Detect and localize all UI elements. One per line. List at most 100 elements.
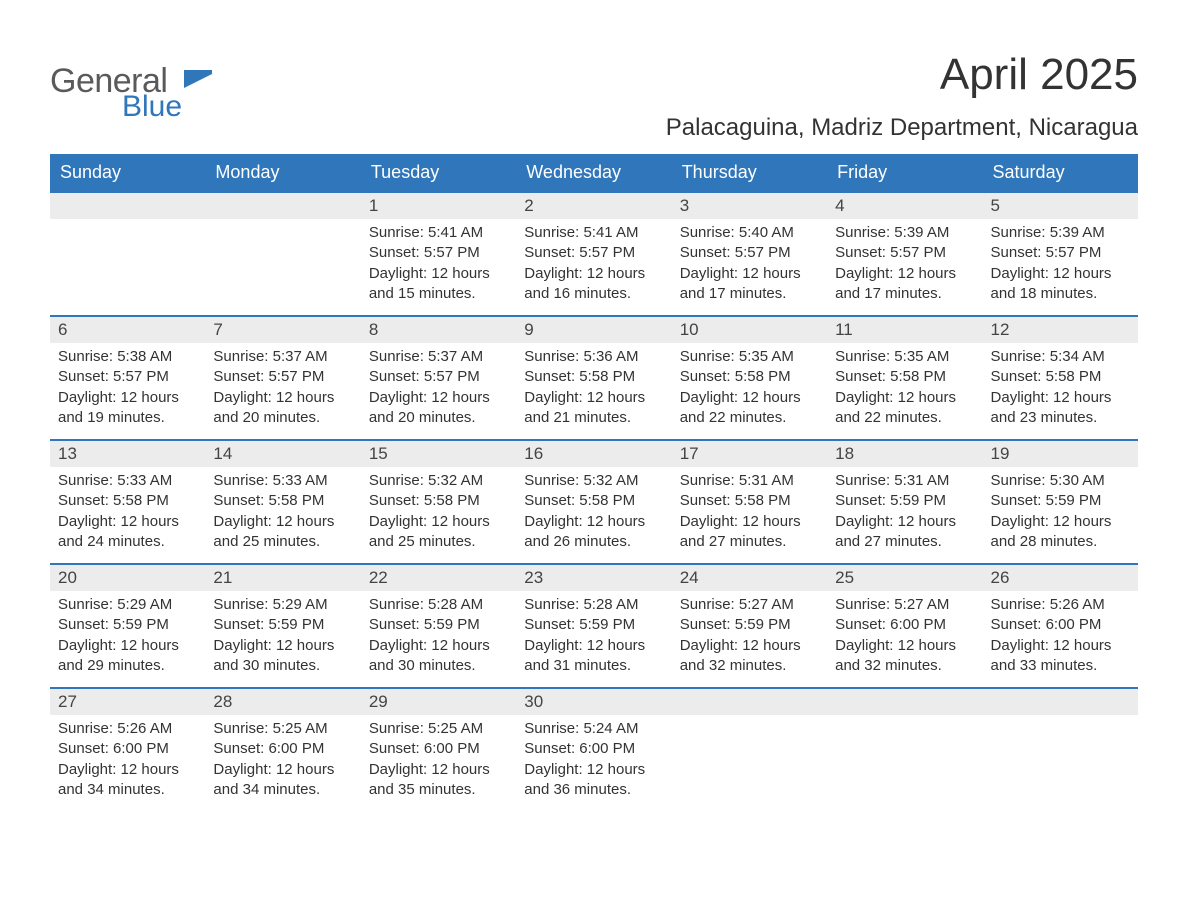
day-number: 12	[983, 315, 1138, 343]
sunset-line: Sunset: 5:58 PM	[58, 491, 197, 511]
day-body: Sunrise: 5:24 AMSunset: 6:00 PMDaylight:…	[516, 715, 671, 804]
day-body: Sunrise: 5:40 AMSunset: 5:57 PMDaylight:…	[672, 219, 827, 308]
calendar-cell: 8Sunrise: 5:37 AMSunset: 5:57 PMDaylight…	[361, 315, 516, 439]
sunset-line: Sunset: 5:58 PM	[524, 367, 663, 387]
calendar-cell: 27Sunrise: 5:26 AMSunset: 6:00 PMDayligh…	[50, 687, 205, 811]
weekday-header: Wednesday	[516, 154, 671, 191]
calendar-week-row: 20Sunrise: 5:29 AMSunset: 5:59 PMDayligh…	[50, 563, 1138, 687]
day-number: 3	[672, 191, 827, 219]
sunrise-line: Sunrise: 5:39 AM	[835, 223, 974, 243]
day-body: Sunrise: 5:37 AMSunset: 5:57 PMDaylight:…	[361, 343, 516, 432]
sunrise-line: Sunrise: 5:28 AM	[524, 595, 663, 615]
header: General Blue April 2025 Palacaguina, Mad…	[50, 50, 1138, 142]
daylight-line: Daylight: 12 hours and 27 minutes.	[835, 512, 974, 553]
day-body: Sunrise: 5:37 AMSunset: 5:57 PMDaylight:…	[205, 343, 360, 432]
daylight-line: Daylight: 12 hours and 30 minutes.	[213, 636, 352, 677]
logo-flag-icon	[184, 70, 212, 92]
sunrise-line: Sunrise: 5:30 AM	[991, 471, 1130, 491]
day-number: 9	[516, 315, 671, 343]
day-number: 23	[516, 563, 671, 591]
day-body: Sunrise: 5:32 AMSunset: 5:58 PMDaylight:…	[516, 467, 671, 556]
daylight-line: Daylight: 12 hours and 21 minutes.	[524, 388, 663, 429]
weekday-header: Thursday	[672, 154, 827, 191]
calendar-cell: 14Sunrise: 5:33 AMSunset: 5:58 PMDayligh…	[205, 439, 360, 563]
daylight-line: Daylight: 12 hours and 24 minutes.	[58, 512, 197, 553]
sunrise-line: Sunrise: 5:33 AM	[213, 471, 352, 491]
sunset-line: Sunset: 6:00 PM	[835, 615, 974, 635]
day-body: Sunrise: 5:26 AMSunset: 6:00 PMDaylight:…	[983, 591, 1138, 680]
daylight-line: Daylight: 12 hours and 22 minutes.	[680, 388, 819, 429]
day-body: Sunrise: 5:28 AMSunset: 5:59 PMDaylight:…	[361, 591, 516, 680]
calendar-cell: 22Sunrise: 5:28 AMSunset: 5:59 PMDayligh…	[361, 563, 516, 687]
day-number: 25	[827, 563, 982, 591]
month-title: April 2025	[666, 50, 1138, 100]
daylight-line: Daylight: 12 hours and 31 minutes.	[524, 636, 663, 677]
sunset-line: Sunset: 5:59 PM	[524, 615, 663, 635]
calendar-cell: 29Sunrise: 5:25 AMSunset: 6:00 PMDayligh…	[361, 687, 516, 811]
day-number: 20	[50, 563, 205, 591]
sunset-line: Sunset: 5:58 PM	[835, 367, 974, 387]
daylight-line: Daylight: 12 hours and 19 minutes.	[58, 388, 197, 429]
daylight-line: Daylight: 12 hours and 25 minutes.	[369, 512, 508, 553]
sunset-line: Sunset: 5:58 PM	[369, 491, 508, 511]
sunrise-line: Sunrise: 5:33 AM	[58, 471, 197, 491]
day-body: Sunrise: 5:29 AMSunset: 5:59 PMDaylight:…	[205, 591, 360, 680]
weekday-header: Saturday	[983, 154, 1138, 191]
calendar-cell: 19Sunrise: 5:30 AMSunset: 5:59 PMDayligh…	[983, 439, 1138, 563]
sunset-line: Sunset: 6:00 PM	[213, 739, 352, 759]
day-number: 11	[827, 315, 982, 343]
day-number: 17	[672, 439, 827, 467]
calendar-week-row: 6Sunrise: 5:38 AMSunset: 5:57 PMDaylight…	[50, 315, 1138, 439]
day-number: 28	[205, 687, 360, 715]
day-number-bar-empty	[672, 687, 827, 715]
daylight-line: Daylight: 12 hours and 28 minutes.	[991, 512, 1130, 553]
sunset-line: Sunset: 6:00 PM	[991, 615, 1130, 635]
daylight-line: Daylight: 12 hours and 17 minutes.	[835, 264, 974, 305]
sunset-line: Sunset: 5:59 PM	[369, 615, 508, 635]
sunrise-line: Sunrise: 5:31 AM	[680, 471, 819, 491]
sunrise-line: Sunrise: 5:35 AM	[835, 347, 974, 367]
sunset-line: Sunset: 5:58 PM	[213, 491, 352, 511]
sunset-line: Sunset: 5:58 PM	[991, 367, 1130, 387]
sunset-line: Sunset: 6:00 PM	[58, 739, 197, 759]
weekday-header: Tuesday	[361, 154, 516, 191]
logo-word-blue: Blue	[122, 92, 182, 122]
weekday-header: Friday	[827, 154, 982, 191]
day-body: Sunrise: 5:30 AMSunset: 5:59 PMDaylight:…	[983, 467, 1138, 556]
calendar-cell: 6Sunrise: 5:38 AMSunset: 5:57 PMDaylight…	[50, 315, 205, 439]
day-body: Sunrise: 5:35 AMSunset: 5:58 PMDaylight:…	[827, 343, 982, 432]
sunset-line: Sunset: 5:57 PM	[835, 243, 974, 263]
sunset-line: Sunset: 5:58 PM	[680, 491, 819, 511]
day-body: Sunrise: 5:31 AMSunset: 5:58 PMDaylight:…	[672, 467, 827, 556]
sunrise-line: Sunrise: 5:29 AM	[213, 595, 352, 615]
sunrise-line: Sunrise: 5:34 AM	[991, 347, 1130, 367]
day-number: 1	[361, 191, 516, 219]
daylight-line: Daylight: 12 hours and 22 minutes.	[835, 388, 974, 429]
day-body: Sunrise: 5:33 AMSunset: 5:58 PMDaylight:…	[50, 467, 205, 556]
sunset-line: Sunset: 5:59 PM	[213, 615, 352, 635]
day-number: 16	[516, 439, 671, 467]
day-number: 7	[205, 315, 360, 343]
sunrise-line: Sunrise: 5:40 AM	[680, 223, 819, 243]
day-body: Sunrise: 5:27 AMSunset: 6:00 PMDaylight:…	[827, 591, 982, 680]
sunrise-line: Sunrise: 5:31 AM	[835, 471, 974, 491]
weekday-row: SundayMondayTuesdayWednesdayThursdayFrid…	[50, 154, 1138, 191]
calendar-cell: 2Sunrise: 5:41 AMSunset: 5:57 PMDaylight…	[516, 191, 671, 315]
day-body: Sunrise: 5:31 AMSunset: 5:59 PMDaylight:…	[827, 467, 982, 556]
calendar-cell: 4Sunrise: 5:39 AMSunset: 5:57 PMDaylight…	[827, 191, 982, 315]
calendar-cell: 21Sunrise: 5:29 AMSunset: 5:59 PMDayligh…	[205, 563, 360, 687]
sunset-line: Sunset: 5:59 PM	[991, 491, 1130, 511]
sunset-line: Sunset: 5:59 PM	[680, 615, 819, 635]
calendar-cell: 30Sunrise: 5:24 AMSunset: 6:00 PMDayligh…	[516, 687, 671, 811]
calendar-cell: 1Sunrise: 5:41 AMSunset: 5:57 PMDaylight…	[361, 191, 516, 315]
logo-text: General Blue	[50, 64, 182, 122]
day-body: Sunrise: 5:33 AMSunset: 5:58 PMDaylight:…	[205, 467, 360, 556]
day-number: 22	[361, 563, 516, 591]
day-body: Sunrise: 5:26 AMSunset: 6:00 PMDaylight:…	[50, 715, 205, 804]
sunrise-line: Sunrise: 5:26 AM	[58, 719, 197, 739]
day-number: 21	[205, 563, 360, 591]
day-number: 18	[827, 439, 982, 467]
sunrise-line: Sunrise: 5:32 AM	[369, 471, 508, 491]
day-number: 24	[672, 563, 827, 591]
daylight-line: Daylight: 12 hours and 29 minutes.	[58, 636, 197, 677]
